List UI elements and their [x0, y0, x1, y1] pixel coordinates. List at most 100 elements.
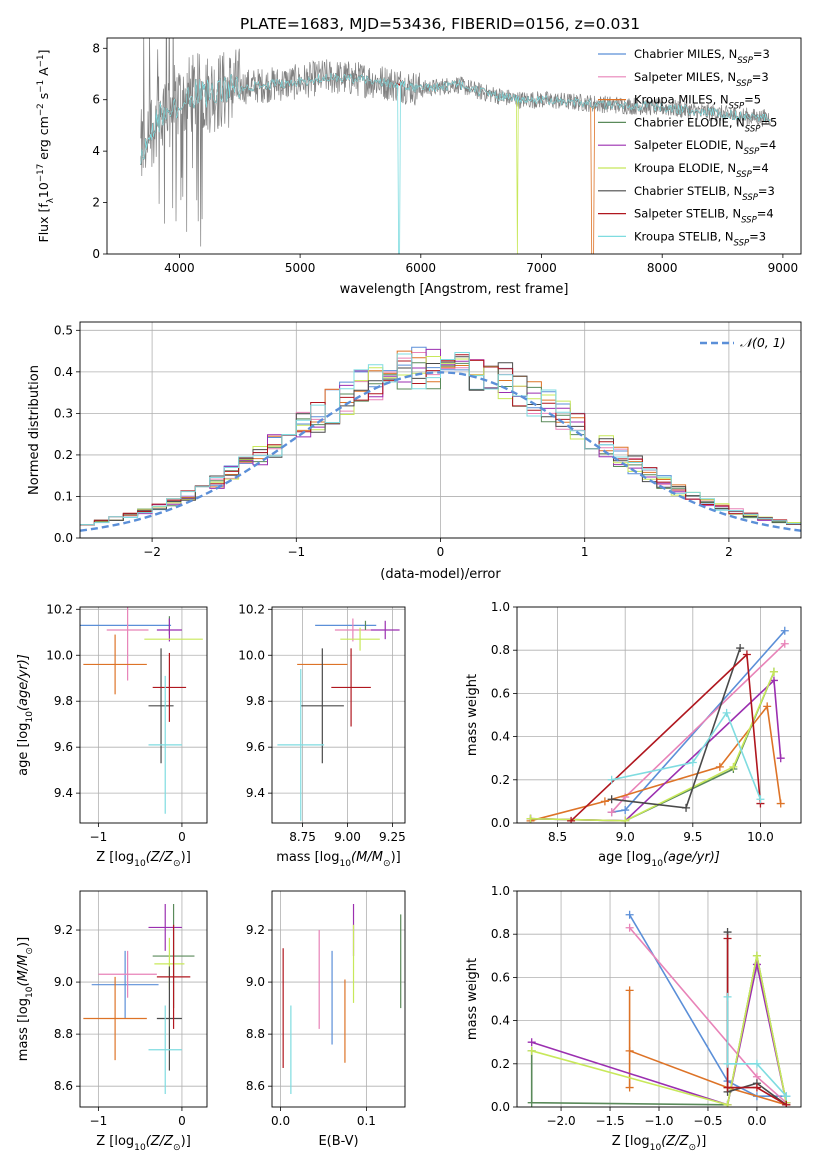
y-tick-label: 9.8	[246, 694, 265, 708]
plot-area	[83, 904, 195, 1094]
mass-weight-line	[570, 652, 762, 822]
plus-marker	[625, 923, 634, 932]
y-tick-label: 9.0	[246, 975, 265, 989]
plus-marker	[742, 650, 751, 659]
error-bar-point	[148, 675, 182, 814]
y-tick-label: 0.3	[54, 406, 73, 420]
y-tick-label: 9.2	[246, 923, 265, 937]
plus-marker	[621, 806, 630, 815]
label-part: A	[36, 67, 51, 80]
label-part: E(B-V)	[318, 1134, 358, 1149]
x-tick-label: −1	[90, 1114, 108, 1128]
y-tick-label: 0.0	[491, 816, 510, 830]
axes-frame	[271, 890, 406, 1108]
legend-entry: Salpeter ELODIE, NSSP=4	[634, 138, 776, 157]
label-part: Z [log	[96, 1134, 134, 1149]
error-bar-point	[83, 976, 147, 1061]
x-axis-label: Z [log10(Z/Z⊙)]	[96, 1134, 191, 1153]
legend-sub: SSP	[742, 193, 758, 203]
error-bar-point	[156, 618, 182, 642]
legend-entry: Chabrier ELODIE, NSSP=5	[634, 115, 777, 134]
histogram-step	[80, 352, 801, 526]
legend-suffix: =4	[752, 161, 769, 175]
y-tick-label: 0.6	[491, 970, 510, 984]
plus-marker	[769, 676, 778, 685]
label-part: 10	[651, 859, 663, 869]
error-bar-point	[331, 648, 371, 727]
y-tick-label: 0.0	[54, 531, 73, 545]
y-tick-label: 8.8	[246, 1027, 265, 1041]
plus-marker	[723, 1059, 732, 1068]
x-tick-label: −1.5	[595, 1114, 624, 1128]
legend-sub: SSP	[744, 147, 760, 157]
error-bar-point	[83, 634, 147, 695]
plus-marker	[682, 803, 691, 812]
plus-marker	[769, 667, 778, 676]
x-tick-label: 9.00	[334, 830, 361, 844]
error-bar-point	[370, 620, 400, 640]
mass-weight-line	[611, 711, 762, 800]
label-part: age [log	[598, 850, 651, 865]
plus-marker	[776, 799, 785, 808]
mass-weight-vs-metallicity-panel: −2.0 −1.5 −1.0 −0.5 0.0 0.0 0.2 0.4 0.6 0.8 1.0 Z […	[465, 884, 802, 1153]
mass-weight-line	[530, 678, 782, 822]
y-tick-label: 0.8	[491, 927, 510, 941]
x-axis-label: wavelength [Angstrom, rest frame]	[340, 282, 569, 297]
x-axis-label: mass [log10(M/M⊙)]	[276, 850, 400, 869]
x-axis-label: (data-model)/error	[380, 567, 501, 582]
y-tick-label: 9.0	[54, 975, 73, 989]
label-part: Flux [f	[36, 203, 51, 243]
normal-curve	[80, 371, 801, 532]
legend-suffix: =5	[760, 115, 777, 129]
mass-weight-line	[530, 671, 775, 822]
label-part: 10	[25, 711, 35, 723]
label-part: mass [log	[276, 850, 339, 865]
x-tick-label: 9.0	[616, 830, 635, 844]
legend-entry: 𝒩(0, 1)	[740, 335, 786, 350]
error-bar-point	[152, 652, 187, 722]
legend-sub: SSP	[737, 56, 753, 66]
plus-marker	[756, 795, 765, 804]
y-tick-label: 10.0	[46, 648, 73, 662]
plus-marker	[763, 702, 772, 711]
label-part: 10	[36, 182, 51, 198]
x-tick-label: 0	[178, 1114, 186, 1128]
plus-marker	[527, 1098, 536, 1107]
legend-entry: Kroupa STELIB, NSSP=3	[634, 229, 766, 248]
x-tick-label: −2	[143, 545, 161, 559]
legend-name: Salpeter MILES, N	[634, 70, 736, 84]
x-tick-label: −0.5	[693, 1114, 722, 1128]
x-tick-label: 0	[178, 830, 186, 844]
model-spectrum-line	[140, 73, 771, 254]
plot-area	[277, 618, 400, 821]
y-tick-label: 0.2	[54, 448, 73, 462]
label-part: ⊙	[25, 947, 35, 955]
label-part: )]	[181, 850, 191, 865]
y-tick-label: 1.0	[491, 884, 510, 898]
label-part: ⊙	[173, 1143, 181, 1153]
y-tick-label: 9.6	[54, 740, 73, 754]
label-part: Z [log	[96, 850, 134, 865]
axes-frame	[516, 606, 802, 824]
legend-suffix: =4	[759, 138, 776, 152]
legend-name: Kroupa MILES, N	[634, 93, 729, 107]
error-bar-point	[148, 1005, 182, 1094]
y-tick-label: 8	[92, 41, 100, 55]
plot-area	[140, 38, 772, 254]
x-axis-label: E(B-V)	[318, 1134, 358, 1149]
label-part: Z [log	[612, 1134, 650, 1149]
legend-entry: Salpeter MILES, NSSP=3	[634, 70, 769, 89]
mass-weight-line	[726, 996, 787, 1097]
plus-marker	[625, 910, 634, 919]
x-tick-label: 1	[581, 545, 589, 559]
label-part: (age/yr)]	[663, 850, 720, 865]
label-part: 10	[134, 1143, 146, 1153]
mass-weight-line	[530, 671, 775, 822]
plus-marker	[527, 1046, 536, 1055]
mass-vs-metallicity-panel: −1 08.68.89.09.2Z [log10(Z/Z⊙)]mass [log1…	[16, 890, 208, 1153]
y-tick-label: 8.6	[246, 1079, 265, 1093]
plus-marker	[715, 762, 724, 771]
label-part: −2	[36, 103, 46, 116]
x-tick-label: 2	[725, 545, 733, 559]
y-tick-label: 9.4	[246, 786, 265, 800]
